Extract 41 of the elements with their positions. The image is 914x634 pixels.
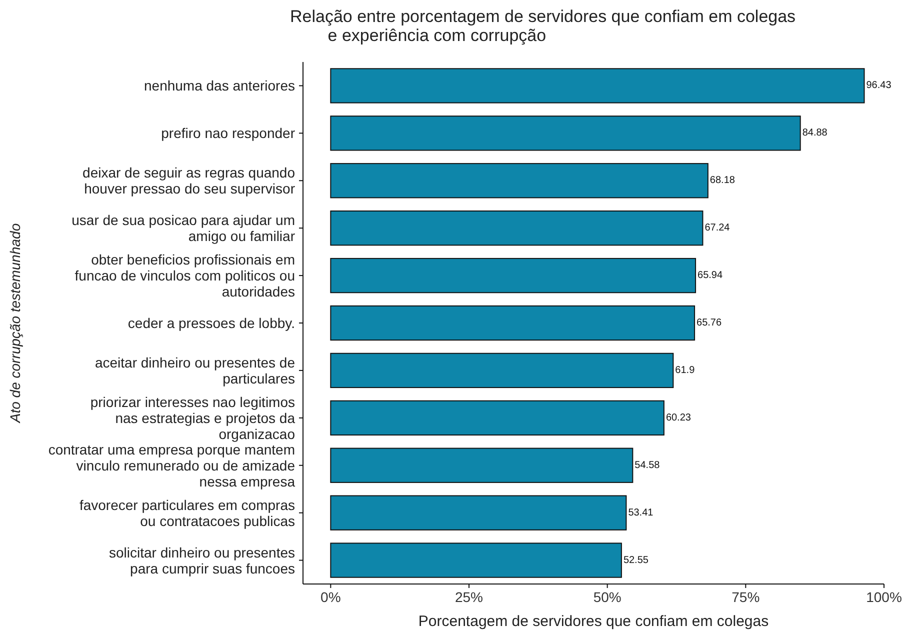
bar [330,448,634,483]
data-label: 54.58 [634,460,660,471]
y-tick-label: usar de sua posicao para ajudar um amigo ou familiar [72,212,296,244]
data-label: 84.88 [802,128,828,139]
bar [330,495,627,530]
y-tick-label: favorecer particulares em compras ou contratacoes publicas [79,496,295,529]
bar [330,352,674,388]
bar [330,116,801,151]
x-tick-label: 0% [320,589,341,605]
bar [330,542,622,578]
data-label: 60.23 [666,412,692,424]
y-tick-label: solicitar dinheiro ou presentes para cumprir suas funcoes [109,544,295,576]
x-tick-label: 25% [454,589,484,605]
data-label: 53.41 [628,507,654,518]
chart-title: Relação entre porcentagem de servidores que confiam em colegas e experiência com corrupção [290,7,796,45]
x-axis-title: Porcentagem de servidores que confiam em colegas [418,613,769,630]
data-label: 65.94 [698,270,723,282]
x-tick-label: 50% [593,589,622,605]
data-label: 52.55 [623,554,649,566]
x-tick-label: 100% [866,589,902,605]
data-label: 68.18 [710,175,736,186]
bar [330,163,708,198]
data-label: 65.76 [696,318,722,328]
y-tick-label: obter beneficios profissionais em funcao de vinculos com politicos ou autoridades [74,252,295,300]
y-tick-label: prefiro nao responder [161,125,296,142]
y-tick-label: priorizar interesses nao legitimos nas estrategias e projetos da organizacao [90,394,296,442]
data-label: 61.9 [675,364,696,376]
bar [330,68,865,104]
data-label: 67.24 [704,222,730,234]
y-tick-label: contratar uma empresa porque mantem vinculo remunerado ou de amizade nessa empresa [48,441,296,490]
bar [330,210,704,246]
y-tick-label: aceitar dinheiro ou presentes de particulares [94,354,296,386]
bar [330,258,696,294]
y-tick-label: nenhuma das anteriores [144,78,295,94]
y-axis-title: Ato de corrupção testemunhado [7,223,23,424]
bar [330,400,664,436]
y-tick-label: ceder a pressoes de lobby. [128,315,295,331]
y-tick-label: deixar de seguir as regras quando houver pressao do seu supervisor [82,164,296,197]
data-label: 96.43 [866,80,892,92]
x-tick-label: 75% [732,589,760,605]
bar [330,305,696,341]
